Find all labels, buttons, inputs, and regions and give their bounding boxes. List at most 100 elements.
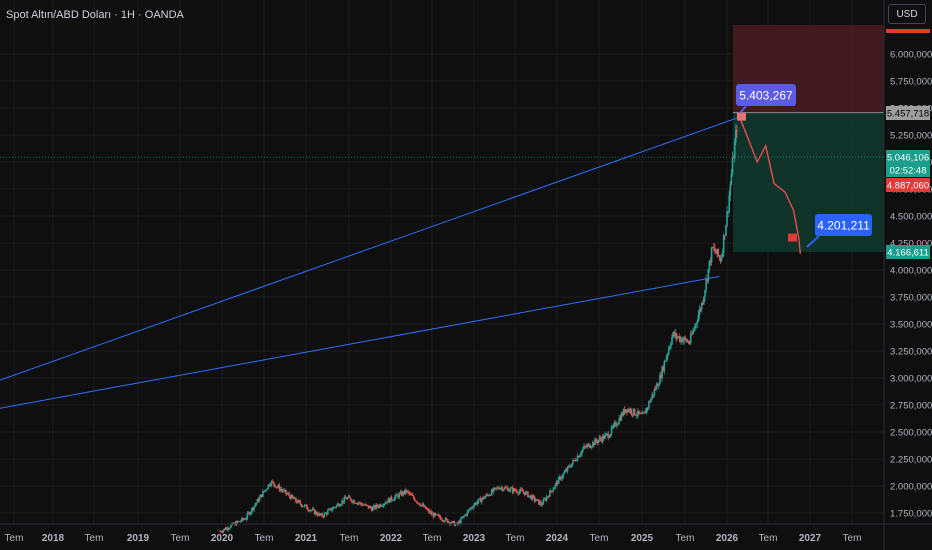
candle-body [671,336,673,345]
time-axis[interactable]: Tem 2018 Tem 2019 Tem 2020 Tem 2021 Tem 2022 Tem 20… [0,523,932,544]
candle-body [685,339,688,342]
candle-body [452,521,454,522]
candle-body [590,446,593,448]
candle-body [599,437,602,440]
x-tick-label: 2019 [127,533,150,544]
entry-marker [737,112,746,121]
candle-body [542,499,545,505]
candle-body [242,518,244,520]
candle-body [511,487,514,493]
candle-body [696,321,699,324]
x-tick-label: Tem [171,533,190,544]
candle-body [637,410,639,416]
candle-body [502,489,505,491]
candle-body [390,496,393,501]
candle-body [731,157,734,175]
candle-body [724,235,726,237]
high-callout-text: 5.403,267 [739,89,793,103]
candle-body [548,496,550,498]
x-tick-label: 2018 [42,533,65,544]
candle-body [619,417,622,421]
price-axis[interactable]: 6.000,0005.750,0005.500,0005.250,0005.00… [883,0,932,550]
candle-body [221,531,223,533]
candle-body [318,513,320,516]
candle-body [703,296,705,304]
candle-body [576,456,579,461]
candle-body [334,507,337,508]
candle-body [219,531,221,533]
candle-body [322,516,325,518]
candle-body [315,511,318,515]
candle-body [350,498,352,501]
candle-body [335,505,338,508]
candle-body [598,437,601,441]
candle-body [639,413,641,414]
x-tick-label: 2020 [211,533,234,544]
candle-body [521,490,524,492]
candle-body [614,422,616,425]
candle-body [515,490,517,492]
candle-body [341,500,343,505]
candle-body [237,521,240,522]
candle-body [253,506,255,510]
candle-body [451,521,453,524]
candle-body [265,489,267,491]
trendlines [0,117,738,409]
candle-body [636,415,638,417]
x-tick-label: Tem [506,533,525,544]
candle-body [702,303,704,304]
candle-body [248,512,251,515]
candle-body [707,269,710,281]
candle-body [288,493,291,497]
candle-body [225,527,228,530]
candle-body [551,491,553,492]
y-tick-label: 5.750,000 [890,77,932,88]
candle-body [354,503,357,504]
candle-body [498,488,501,490]
candle-body [462,516,464,518]
candle-body [436,514,439,516]
candle-body [689,334,692,344]
candle-body [310,510,313,511]
currency-button[interactable]: USD [888,4,926,24]
candle-body [539,502,541,505]
y-tick-label: 1.750,000 [890,509,932,520]
candle-body [495,487,497,489]
candle-body [467,509,470,512]
candle-body [675,333,678,338]
candle-body [343,497,346,503]
candle-body [588,443,591,448]
candle-body [660,375,662,379]
candle-body [413,498,416,501]
candle-body [394,496,396,500]
candle-body [594,439,596,445]
candle-body [552,489,555,492]
candle-body [710,247,713,263]
candle-body [344,497,347,499]
candle-body [300,504,303,507]
candle-body [241,518,243,522]
candle-body [398,493,401,498]
candle-body [527,491,529,498]
candle-body [269,484,272,486]
candle-body [578,455,581,458]
candle-body [534,500,537,502]
candle-body [691,334,693,335]
candle-body [414,500,417,502]
candle-body [368,506,371,509]
stop-tag [886,29,930,33]
candle-body [649,401,651,403]
candle-body [493,488,495,492]
candle-body [455,522,458,524]
candle-body [652,394,655,396]
candle-body [230,524,232,528]
candle-body [376,504,379,507]
candle-body [546,496,549,498]
candle-body [410,493,413,496]
y-tick-label: 4.500,000 [890,212,932,223]
candle-body [482,496,484,500]
candle-body [299,501,302,505]
candle-body [364,504,366,506]
candle-body [286,493,288,495]
